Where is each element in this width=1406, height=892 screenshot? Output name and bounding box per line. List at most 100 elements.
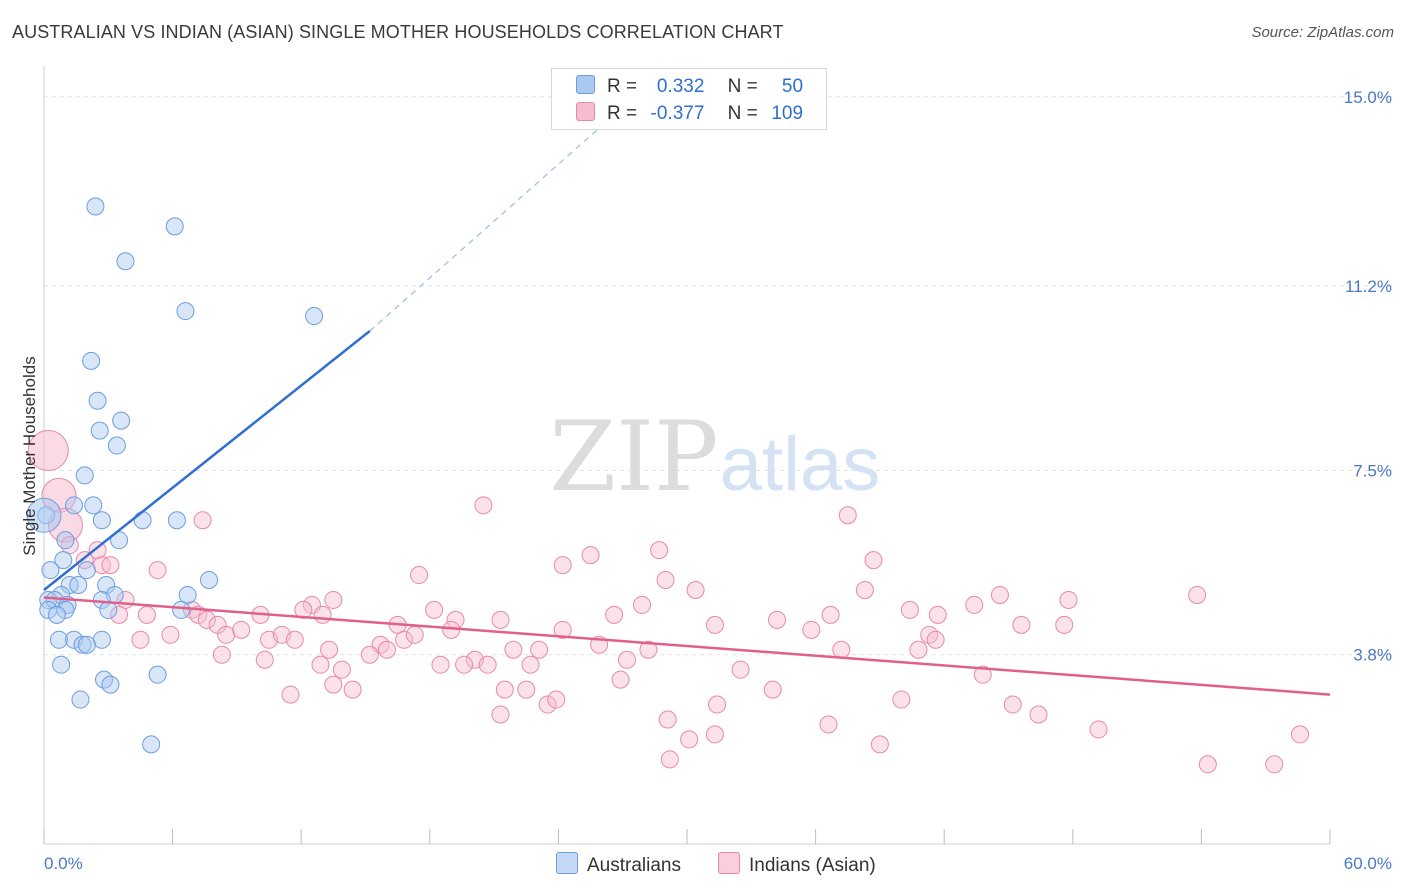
australians-point [107, 436, 126, 455]
legend-r-label: R = [607, 103, 638, 124]
indians-point [474, 496, 493, 515]
australians-point [77, 561, 96, 580]
indians-point [632, 595, 651, 614]
legend-swatch-pink [576, 102, 595, 121]
bottom-legend-label: Indians (Asian) [749, 855, 876, 876]
indians-point [395, 630, 414, 649]
x-tick-label: 0.0% [44, 854, 83, 873]
bottom-legend-swatch-pink [718, 852, 740, 874]
indians-point [232, 620, 251, 639]
australians-point [172, 600, 191, 619]
australians-point [65, 496, 84, 515]
indians-point [377, 640, 396, 659]
australians-point [69, 576, 88, 595]
indians-point [311, 655, 330, 674]
indians-point [892, 690, 911, 709]
australians-point [305, 307, 324, 326]
indians-point [802, 620, 821, 639]
y-tick-label: 7.5% [1353, 461, 1392, 480]
indians-point [161, 625, 180, 644]
australians-point [84, 496, 103, 515]
indians-point [909, 640, 928, 659]
trend-lines [43, 116, 1331, 696]
legend-r-value: -0.377 [650, 103, 705, 124]
indians-point [581, 546, 600, 565]
indians-point [285, 630, 304, 649]
indians-point [294, 600, 313, 619]
legend-r-label: R = [607, 76, 638, 97]
indians-point [360, 645, 379, 664]
indians-point [1055, 615, 1074, 634]
indians-point [768, 610, 787, 629]
indians-point [763, 680, 782, 699]
australians-point [200, 571, 219, 590]
indians-point [1003, 695, 1022, 714]
indians-point [686, 580, 705, 599]
y-tick-label: 15.0% [1344, 88, 1392, 107]
watermark-atlas: atlas [720, 422, 881, 507]
australians-point [56, 531, 75, 550]
bottom-legend-swatch-blue [556, 852, 578, 874]
indians-point [27, 430, 69, 472]
indians-point [405, 625, 424, 644]
indians-point [1188, 585, 1207, 604]
indians-point [193, 511, 212, 530]
australians-point [116, 252, 135, 271]
indians-point [538, 695, 557, 714]
australians-point [52, 655, 71, 674]
indians-point [255, 650, 274, 669]
tick-labels: 3.8% 7.5% 11.2% 15.0% 0.0% 60.0% [44, 88, 1392, 873]
australians-trend-line [43, 330, 371, 591]
legend-row-australians: R = 0.332 N = 50 [576, 75, 803, 99]
watermark: ZIP atlas [549, 401, 880, 513]
australians-point [92, 511, 111, 530]
australians-point [71, 690, 90, 709]
australians-point [101, 675, 120, 694]
indians-point [660, 750, 679, 769]
indians-point [313, 605, 332, 624]
indians-point [819, 715, 838, 734]
australians-point [112, 411, 131, 430]
australians-point [86, 197, 105, 216]
y-tick-label: 3.8% [1353, 646, 1392, 665]
indians-point [680, 730, 699, 749]
indians-point [605, 605, 624, 624]
indians-point [212, 645, 231, 664]
australians-point [82, 351, 101, 370]
indians-point [491, 705, 510, 724]
indians-point [705, 615, 724, 634]
indians-point [705, 725, 724, 744]
x-tick-label: 60.0% [1344, 854, 1392, 873]
indians-point [491, 610, 510, 629]
indians-point [410, 566, 429, 585]
indians-point [832, 640, 851, 659]
indians-point [1089, 720, 1108, 739]
indians-point [110, 605, 129, 624]
indians-point [517, 680, 536, 699]
indians-point [1059, 590, 1078, 609]
legend-n-value: 109 [771, 103, 804, 124]
legend-n-label: N = [727, 76, 758, 97]
grid-lines [44, 96, 1395, 656]
australians-point [133, 511, 152, 530]
indians-point [1198, 755, 1217, 774]
indians-point [324, 675, 343, 694]
indians-point [425, 600, 444, 619]
indians-point [900, 600, 919, 619]
indians-point [217, 625, 236, 644]
australians-point [73, 635, 92, 654]
indians-point [1029, 705, 1048, 724]
indians-point [658, 710, 677, 729]
indians-point [332, 660, 351, 679]
indians-point [137, 605, 156, 624]
legend-row-indians: R = -0.377 N = 109 [576, 102, 803, 126]
indians-point [455, 655, 474, 674]
indians-point [101, 556, 120, 575]
indians-point [928, 605, 947, 624]
australians-point [165, 217, 184, 236]
indians-point [88, 541, 107, 560]
indians-point [864, 551, 883, 570]
australians-point [88, 391, 107, 410]
series-indians-points [27, 430, 1309, 774]
